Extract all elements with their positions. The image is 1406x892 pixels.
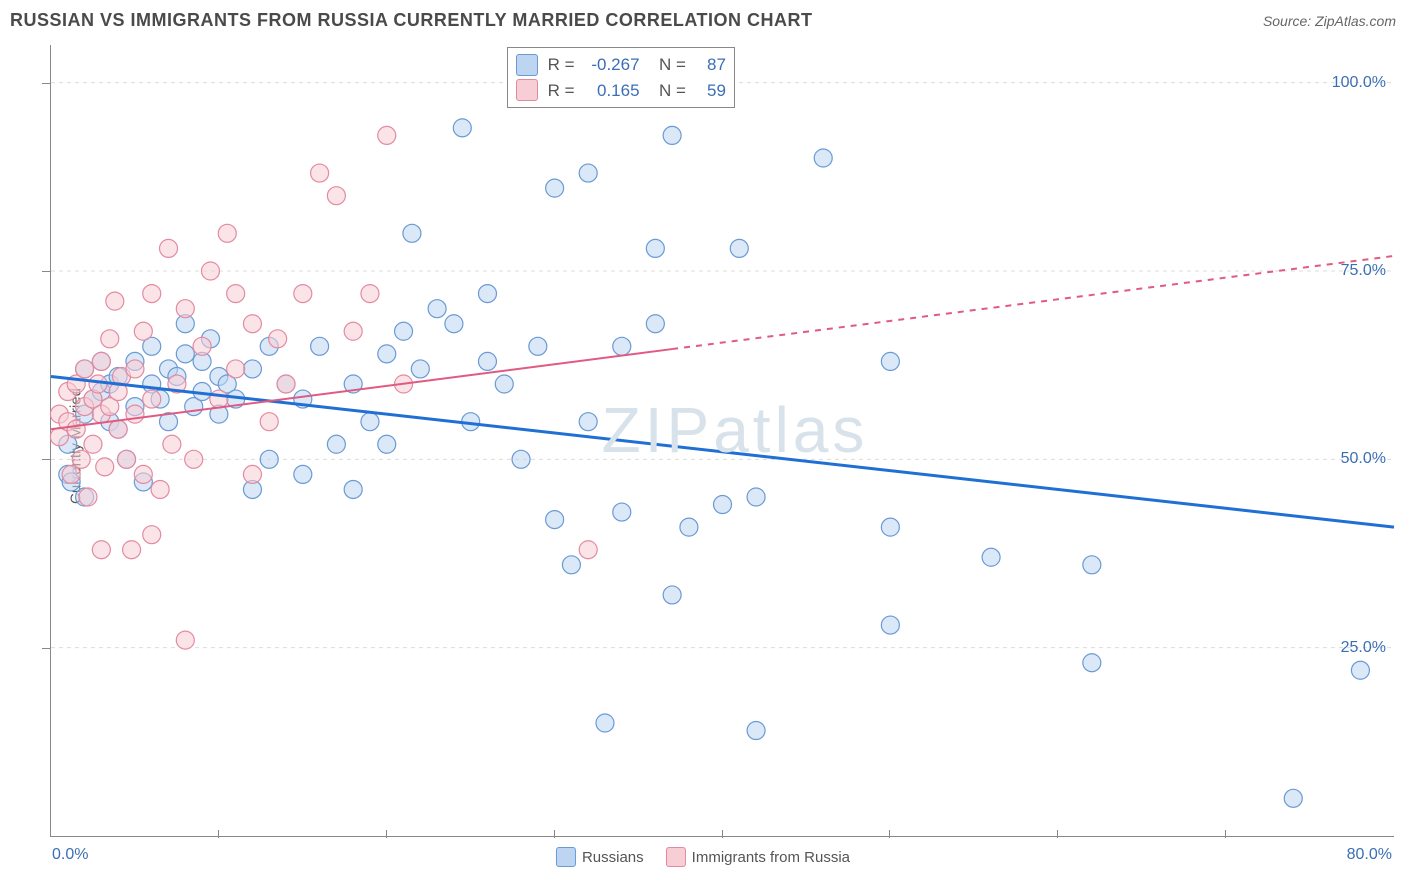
chart-title: RUSSIAN VS IMMIGRANTS FROM RUSSIA CURREN… [10,10,813,31]
y-tick-label: 25.0% [1341,639,1386,657]
source-label: Source: ZipAtlas.com [1263,13,1396,29]
stats-legend-box: R = -0.267 N = 87 R = 0.165 N = 59 [507,47,735,108]
legend-swatch [666,847,686,867]
x-tick-label-max: 80.0% [1347,846,1392,864]
legend-item: Russians [556,847,644,867]
y-tick-label: 100.0% [1332,74,1386,92]
stat-r-label: R = [548,78,575,104]
stats-swatch [516,54,538,76]
legend-swatch [556,847,576,867]
stats-legend-row: R = 0.165 N = 59 [516,78,726,104]
x-tick-label-min: 0.0% [52,846,88,864]
stat-n-label: N = [650,52,686,78]
chart-plot-area: ZIPatlas [50,45,1394,837]
stat-n-value: 59 [696,78,726,104]
y-tick-label: 75.0% [1341,262,1386,280]
stat-r-label: R = [548,52,575,78]
legend-label: Russians [582,849,644,866]
stat-n-label: N = [650,78,686,104]
stat-r-value: 0.165 [585,78,640,104]
legend-item: Immigrants from Russia [666,847,850,867]
y-tick-label: 50.0% [1341,450,1386,468]
stats-legend-row: R = -0.267 N = 87 [516,52,726,78]
stat-r-value: -0.267 [585,52,640,78]
stat-n-value: 87 [696,52,726,78]
bottom-legend: Russians Immigrants from Russia [556,847,850,867]
legend-label: Immigrants from Russia [692,849,850,866]
stats-swatch [516,79,538,101]
